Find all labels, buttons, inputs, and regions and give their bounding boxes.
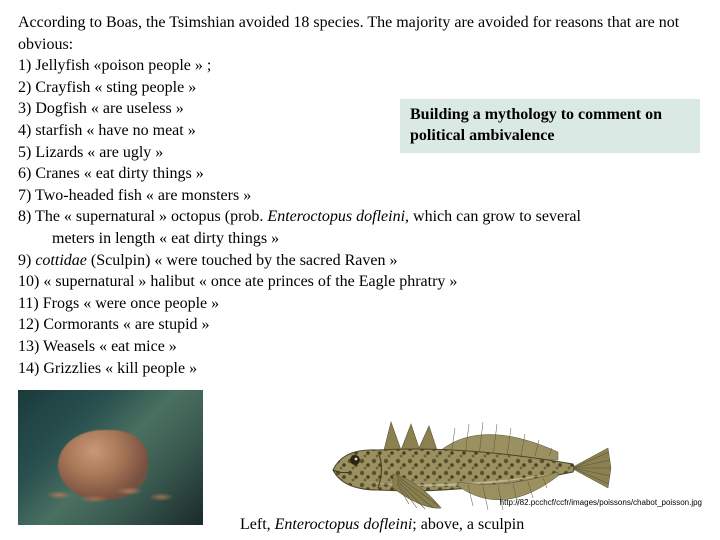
image-citation: http://82.pcchcf/ccfr/images/poissons/ch… — [500, 498, 702, 507]
octopus-image — [18, 390, 203, 525]
list-item: 9) cottidae (Sculpin) « were touched by … — [18, 250, 702, 272]
intro-text: According to Boas, the Tsimshian avoided… — [18, 12, 702, 55]
list-item: 8) The « supernatural » octopus (prob. E… — [18, 206, 702, 249]
list-item: 10) « supernatural » halibut « once ate … — [18, 271, 702, 293]
list-item: 6) Cranes « eat dirty things » — [18, 163, 702, 185]
caption: Left, Enteroctopus dofleini; above, a sc… — [240, 516, 524, 534]
list-item: 7) Two-headed fish « are monsters » — [18, 185, 702, 207]
callout-box: Building a mythology to comment on polit… — [400, 99, 700, 153]
text: (Sculpin) « were touched by the sacred R… — [87, 252, 398, 269]
italic-text: Enteroctopus dofleini — [267, 208, 405, 225]
list-item: 11) Frogs « were once people » — [18, 293, 702, 315]
sculpin-image — [323, 410, 613, 525]
text: 9) — [18, 252, 35, 269]
caption-italic: Enteroctopus dofleini — [275, 516, 413, 533]
list-item: 13) Weasels « eat mice » — [18, 336, 702, 358]
text: 8) The « supernatural » octopus (prob. — [18, 208, 267, 225]
list-item: 14) Grizzlies « kill people » — [18, 358, 702, 380]
caption-post: ; above, a sculpin — [412, 516, 524, 533]
caption-pre: Left, — [240, 516, 275, 533]
italic-text: cottidae — [35, 252, 87, 269]
list-item: 1) Jellyfish «poison people » ; — [18, 55, 702, 77]
list-item: 12) Cormorants « are stupid » — [18, 314, 702, 336]
species-list: Building a mythology to comment on polit… — [18, 55, 702, 379]
list-item: 2) Crayfish « sting people » — [18, 77, 702, 99]
text: , which can grow to several — [405, 208, 581, 225]
continuation: meters in length « eat dirty things » — [18, 228, 702, 250]
